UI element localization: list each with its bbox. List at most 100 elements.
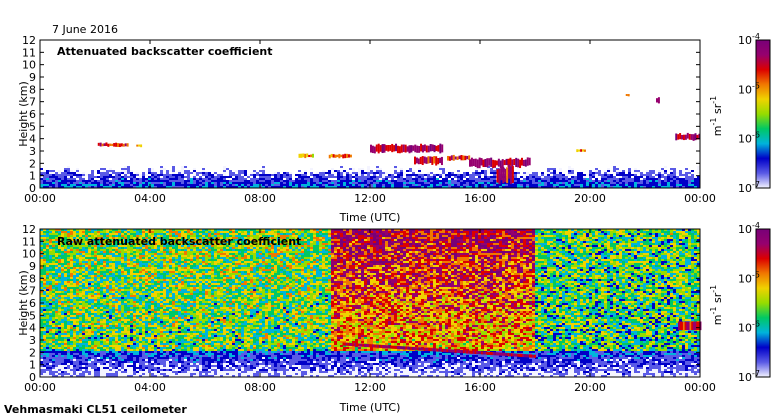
heatmap-cell — [184, 176, 187, 178]
heatmap-cell — [103, 273, 106, 275]
heatmap-cell — [58, 335, 61, 337]
heatmap-cell — [76, 231, 79, 233]
heatmap-cell — [673, 168, 676, 170]
heatmap-cell — [130, 174, 133, 176]
heatmap-cell — [682, 178, 685, 180]
heatmap-cell — [178, 180, 181, 182]
heatmap-cell — [280, 184, 283, 186]
heatmap-cell — [331, 184, 334, 186]
heatmap-cell — [76, 329, 79, 331]
heatmap-cell — [82, 327, 85, 329]
heatmap-cell — [64, 168, 67, 170]
heatmap-cell — [389, 145, 391, 151]
heatmap-cell — [133, 315, 136, 317]
heatmap-cell — [61, 267, 64, 269]
heatmap-cell — [526, 184, 529, 186]
heatmap-cell — [43, 261, 46, 263]
heatmap-cell — [250, 172, 253, 174]
heatmap-cell — [112, 291, 115, 293]
heatmap-cell — [136, 180, 139, 182]
heatmap-cell — [64, 176, 67, 178]
heatmap-cell — [133, 359, 136, 361]
heatmap-cell — [410, 145, 412, 152]
heatmap-cell — [382, 180, 385, 182]
heatmap-cell — [109, 293, 112, 295]
heatmap-cell — [124, 313, 127, 315]
heatmap-cell — [49, 180, 52, 182]
heatmap-cell — [229, 176, 232, 178]
heatmap-cell — [334, 182, 337, 184]
heatmap-cell — [157, 289, 160, 291]
heatmap-cell — [172, 166, 175, 168]
heatmap-cell — [91, 170, 94, 172]
heatmap-cell — [82, 251, 85, 253]
heatmap-cell — [118, 174, 121, 176]
heatmap-cell — [73, 325, 76, 327]
heatmap-cell — [286, 176, 289, 178]
heatmap-cell — [154, 331, 157, 333]
heatmap-cell — [127, 357, 130, 359]
heatmap-cell — [157, 337, 160, 339]
heatmap-cell — [688, 180, 691, 182]
heatmap-cell — [109, 321, 112, 323]
heatmap-cell — [520, 182, 523, 184]
heatmap-cell — [88, 359, 91, 361]
heatmap-cell — [190, 182, 193, 184]
heatmap-cell — [148, 315, 151, 317]
heatmap-cell — [691, 184, 694, 186]
heatmap-cell — [613, 182, 616, 184]
heatmap-cell — [82, 321, 85, 323]
heatmap-cell — [103, 279, 106, 281]
heatmap-cell — [85, 337, 88, 339]
heatmap-cell — [157, 311, 160, 313]
heatmap-cell — [434, 145, 436, 152]
heatmap-cell — [67, 277, 70, 279]
heatmap-cell — [109, 283, 112, 285]
heatmap-cell — [73, 329, 76, 331]
heatmap-cell — [115, 305, 118, 307]
y-tick-label: 1 — [29, 170, 36, 183]
heatmap-cell — [157, 182, 160, 184]
heatmap-cell — [70, 319, 73, 321]
heatmap-cell — [271, 182, 274, 184]
heatmap-cell — [385, 178, 388, 180]
heatmap-cell — [64, 317, 67, 319]
heatmap-cell — [364, 178, 367, 180]
heatmap-cell — [553, 180, 556, 182]
heatmap-cell — [112, 277, 115, 279]
heatmap-cell — [613, 170, 616, 172]
heatmap-cell — [55, 259, 58, 261]
heatmap-cell — [43, 317, 46, 319]
heatmap-cell — [130, 295, 133, 297]
heatmap-cell — [397, 172, 400, 174]
heatmap-cell — [589, 174, 592, 176]
heatmap-cell — [428, 146, 430, 153]
heatmap-cell — [145, 263, 148, 265]
heatmap-cell — [316, 176, 319, 178]
heatmap-cell — [67, 339, 70, 341]
heatmap-cell — [406, 176, 409, 178]
heatmap-cell — [517, 178, 520, 180]
heatmap-cell — [157, 291, 160, 293]
heatmap-cell — [43, 347, 46, 349]
heatmap-cell — [151, 369, 154, 371]
heatmap-cell — [493, 180, 496, 182]
heatmap-cell — [64, 253, 67, 255]
heatmap-cell — [94, 371, 97, 373]
heatmap-cell — [82, 295, 85, 297]
heatmap-cell — [151, 265, 154, 267]
heatmap-cell — [100, 317, 103, 319]
heatmap-cell — [58, 295, 61, 297]
heatmap-cell — [133, 365, 136, 367]
heatmap-cell — [414, 145, 416, 153]
heatmap-cell — [154, 297, 157, 299]
heatmap-cell — [418, 146, 420, 153]
heatmap-cell — [79, 353, 82, 355]
heatmap-cell — [64, 269, 67, 271]
heatmap-cell — [118, 367, 121, 369]
heatmap-cell — [106, 287, 109, 289]
heatmap-cell — [43, 239, 46, 241]
heatmap-cell — [145, 363, 148, 365]
heatmap-cell — [379, 184, 382, 186]
heatmap-cell — [58, 363, 61, 365]
